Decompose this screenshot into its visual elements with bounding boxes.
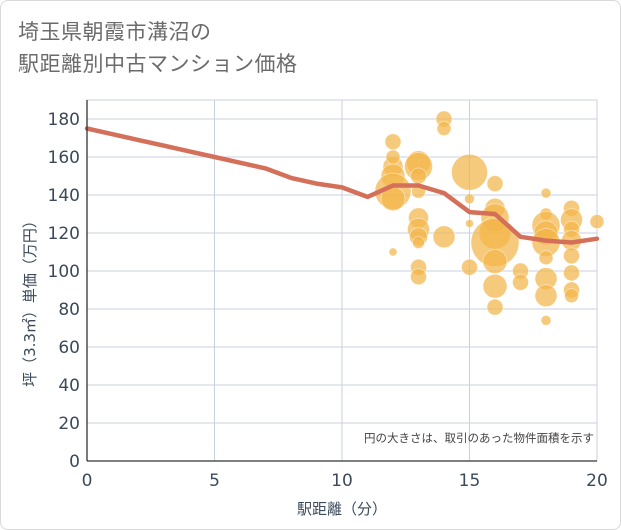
bubble-point (412, 236, 425, 249)
bubble-series (374, 110, 605, 326)
y-tick-label: 20 (58, 414, 80, 434)
axes (86, 100, 597, 462)
y-tick-label: 0 (69, 452, 80, 472)
bubble-point (432, 225, 456, 249)
x-tick-label: 5 (209, 471, 220, 491)
bubble-point (564, 288, 579, 304)
y-tick-label: 180 (48, 110, 80, 130)
bubble-point (384, 133, 402, 151)
y-tick-label: 60 (58, 338, 80, 358)
bubble-point (451, 153, 488, 191)
bubble-point (563, 264, 580, 282)
bubble-point (486, 175, 504, 193)
bubble-point (465, 219, 474, 228)
chart-title-line-1: 埼玉県朝霞市溝沼の (18, 20, 212, 44)
y-tick-label: 40 (58, 376, 80, 396)
bubble-point (385, 149, 401, 165)
bubble-point (461, 258, 478, 276)
x-tick-label: 0 (82, 471, 93, 491)
bubble-point (540, 187, 552, 199)
bubble-point (512, 273, 529, 291)
bubble-point (464, 193, 475, 205)
y-tick-label: 120 (48, 224, 80, 244)
chart-title: 埼玉県朝霞市溝沼の 駅距離別中古マンション価格 (18, 16, 298, 80)
chart-title-line-2: 駅距離別中古マンション価格 (18, 52, 298, 76)
bubble-point (534, 284, 558, 308)
y-tick-label: 140 (48, 186, 80, 206)
bubble-point (436, 121, 452, 136)
y-tick-labels: 0 20 40 60 80 100 120 140 160 180 (48, 110, 80, 472)
x-tick-label: 10 (331, 471, 353, 491)
bubble-point (540, 314, 552, 326)
bubble-point (482, 273, 508, 299)
x-axis-label: 駅距離（分） (297, 500, 387, 518)
average-price-line (84, 126, 600, 245)
x-tick-labels: 0 5 10 15 20 (82, 471, 608, 491)
y-axis-label: 坪（3.3㎡）単価（万円） (21, 213, 39, 387)
bubble-point (410, 167, 427, 185)
y-tick-label: 80 (58, 300, 80, 320)
average-line-series (84, 126, 600, 245)
bubble-point (563, 247, 580, 265)
x-tick-label: 15 (459, 471, 481, 491)
bubble-point (486, 298, 504, 316)
bubble-point (388, 247, 398, 257)
bubble-point (538, 250, 554, 266)
y-tick-label: 100 (48, 262, 80, 282)
bubble-point (482, 249, 508, 274)
size-note: 円の大きさは、取引のあった物件面積を示す (364, 431, 594, 445)
x-tick-label: 20 (586, 471, 608, 491)
y-tick-label: 160 (48, 148, 80, 168)
bubble-point (410, 268, 427, 286)
bubble-point (589, 214, 605, 230)
